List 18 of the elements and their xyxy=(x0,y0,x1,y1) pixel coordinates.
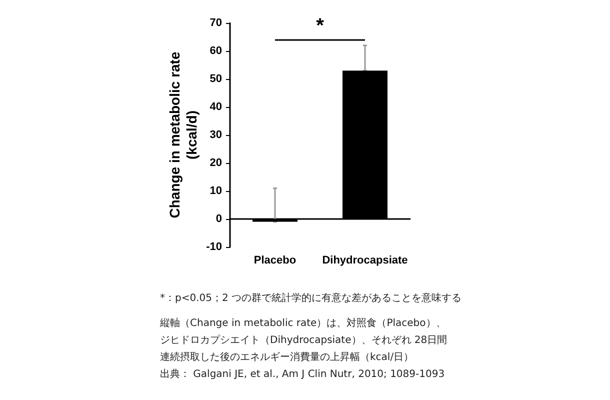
x-tick-label: Placebo xyxy=(254,254,296,266)
x-tick-label: Dihydrocapsiate xyxy=(322,254,408,266)
y-tick-label: 50 xyxy=(210,73,222,85)
y-axis-title: Change in metabolic rate (kcal/d) xyxy=(166,52,200,218)
y-tick-label: 20 xyxy=(210,157,222,169)
y-tick-label: 10 xyxy=(210,185,222,197)
text: 縦軸（Change in metabolic rate）は、対照食（Placebo）、 xyxy=(160,316,447,331)
y-tick-label: 70 xyxy=(210,17,222,29)
y-tick-label: 30 xyxy=(210,129,222,141)
text: ジヒドロカプシエイト（Dihydrocapsiate）、それぞれ 28日間 xyxy=(160,334,448,348)
annotation: * xyxy=(316,15,324,37)
y-tick-label: 40 xyxy=(210,101,222,113)
y-tick-label: 60 xyxy=(210,45,222,57)
text: *：p<0.05；2 つの群で統計学的に有意な差があることを意味する xyxy=(160,292,463,306)
y-tick-label: -10 xyxy=(206,241,222,253)
y-tick-label: 0 xyxy=(216,213,222,225)
text: 連続摂取した後のエネルギー消費量の上昇幅（kcal/日） xyxy=(160,350,415,365)
source-note: 出典： Galgani JE, et al., Am J Clin Nutr, 2010; 1089-1093 xyxy=(160,368,446,382)
